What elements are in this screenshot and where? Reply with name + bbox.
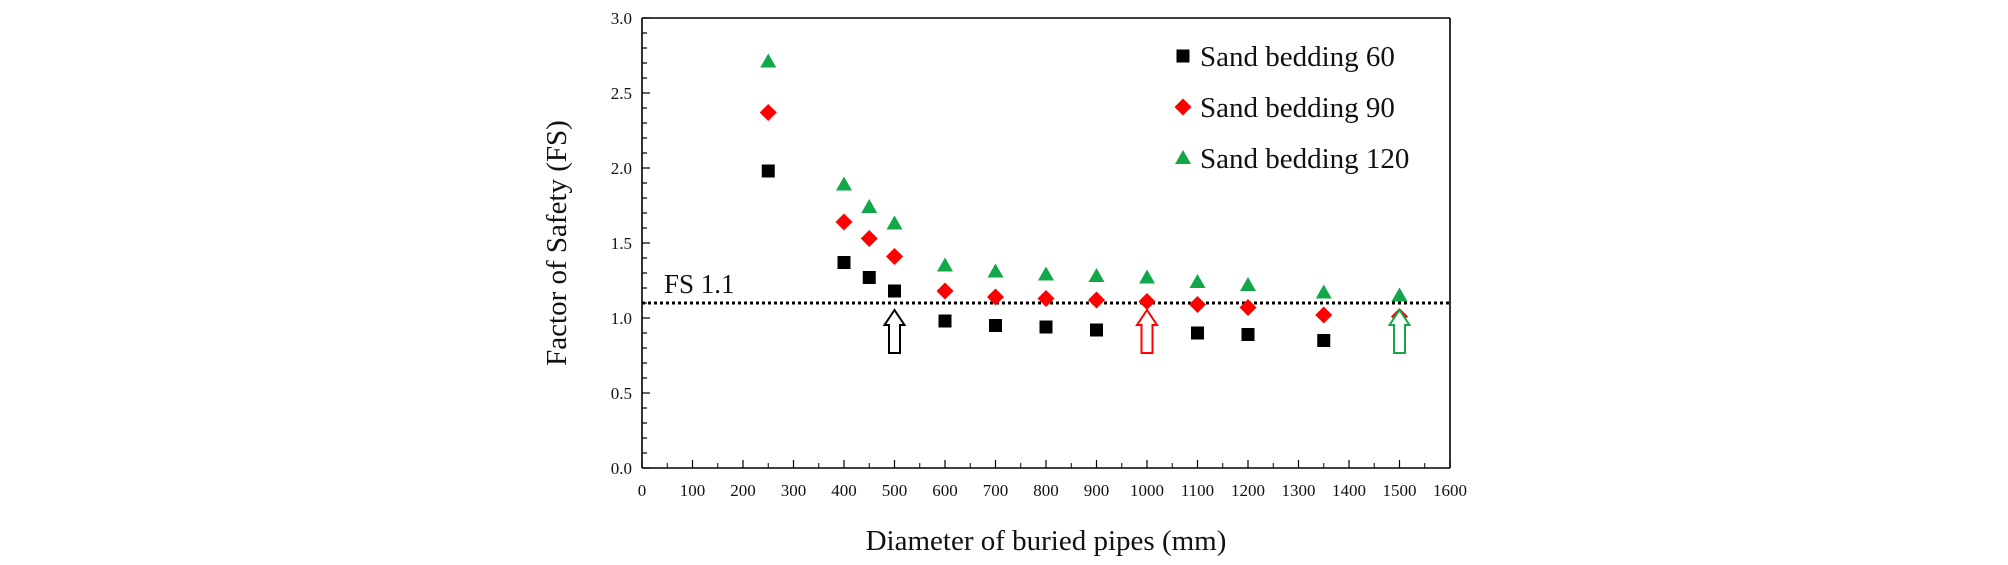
- point-sand-bedding-60-450: [862, 271, 876, 284]
- legend-marker: [1176, 49, 1190, 63]
- up-arrow-icon-1500: [1387, 308, 1412, 354]
- x-axis-ticks: 0 100 200 300 400 500 600 700 800 900 1000 1100 1200…: [638, 460, 1467, 500]
- x-tick-label: 1000: [1130, 481, 1164, 500]
- legend-label: Sand bedding 60: [1200, 41, 1395, 73]
- up-arrow-icon-1000: [1135, 308, 1159, 354]
- y-tick-label: 0.0: [611, 459, 632, 478]
- x-tick-label: 300: [781, 481, 807, 500]
- point-sand-bedding-90-1000: [1138, 293, 1156, 310]
- point-sand-bedding-60-600: [938, 314, 952, 328]
- point-sand-bedding-90-1350: [1315, 306, 1333, 324]
- x-tick-label: 1600: [1433, 481, 1467, 500]
- y-axis-ticks: 0.0 0.5 1.0 1.5 2.0 2.5 3.0: [611, 9, 650, 478]
- point-sand-bedding-90-1200: [1239, 299, 1257, 316]
- point-sand-bedding-120-900: [1088, 268, 1105, 282]
- x-tick-label: 1400: [1332, 481, 1366, 500]
- legend-marker: [1174, 98, 1192, 116]
- fs-threshold-label: FS 1.1: [664, 269, 735, 299]
- point-sand-bedding-120-1100: [1189, 274, 1206, 288]
- point-sand-bedding-60-1200: [1241, 328, 1255, 341]
- x-tick-label: 700: [983, 481, 1009, 500]
- x-tick-label: 600: [932, 481, 958, 500]
- point-sand-bedding-90-900: [1088, 291, 1105, 309]
- point-sand-bedding-90-800: [1037, 290, 1055, 307]
- point-sand-bedding-90-400: [835, 213, 853, 231]
- x-tick-label: 400: [831, 481, 857, 500]
- point-sand-bedding-120-400: [836, 176, 852, 191]
- y-tick-label: 1.5: [611, 234, 632, 253]
- point-sand-bedding-120-1500: [1391, 287, 1408, 302]
- point-sand-bedding-60-250: [761, 164, 775, 178]
- point-sand-bedding-120-1350: [1315, 284, 1332, 299]
- x-tick-label: 900: [1084, 481, 1110, 500]
- point-sand-bedding-90-250: [759, 104, 777, 121]
- legend-marker: [1175, 150, 1191, 164]
- point-sand-bedding-120-1200: [1240, 277, 1256, 291]
- point-sand-bedding-120-500: [886, 215, 903, 230]
- x-tick-label: 800: [1033, 481, 1059, 500]
- point-sand-bedding-60-700: [989, 319, 1002, 332]
- point-sand-bedding-90-700: [987, 288, 1004, 306]
- y-axis-title: Factor of Safety (FS): [541, 120, 573, 366]
- point-sand-bedding-60-900: [1090, 323, 1103, 337]
- point-sand-bedding-120-1000: [1139, 269, 1155, 284]
- point-sand-bedding-90-600: [936, 282, 954, 300]
- up-arrow-icon-500: [882, 308, 907, 354]
- point-sand-bedding-120-700: [987, 263, 1004, 278]
- point-sand-bedding-90-1100: [1189, 296, 1206, 313]
- x-tick-label: 1100: [1181, 481, 1214, 500]
- x-tick-label: 1200: [1231, 481, 1265, 500]
- point-sand-bedding-120-250: [760, 53, 777, 68]
- x-tick-label: 1500: [1383, 481, 1417, 500]
- legend: Sand bedding 60 Sand bedding 90 Sand beddi…: [1174, 41, 1409, 175]
- x-tick-label: 1300: [1282, 481, 1316, 500]
- legend-label: Sand bedding 90: [1200, 92, 1395, 124]
- x-tick-label: 100: [680, 481, 706, 500]
- point-sand-bedding-90-450: [860, 230, 878, 247]
- x-tick-label: 500: [882, 481, 908, 500]
- point-sand-bedding-60-500: [888, 284, 901, 298]
- x-axis-title: Diameter of buried pipes (mm): [866, 525, 1227, 557]
- y-tick-label: 3.0: [611, 9, 632, 28]
- point-sand-bedding-60-1100: [1191, 326, 1204, 340]
- legend-label: Sand bedding 120: [1200, 143, 1409, 175]
- point-sand-bedding-60-400: [837, 256, 851, 269]
- point-sand-bedding-120-450: [861, 199, 878, 213]
- annotation-arrows: [882, 308, 1412, 354]
- x-tick-label: 200: [730, 481, 756, 500]
- y-tick-label: 0.5: [611, 384, 632, 403]
- point-sand-bedding-60-800: [1039, 320, 1053, 334]
- point-sand-bedding-120-800: [1038, 266, 1054, 281]
- y-tick-label: 2.0: [611, 159, 632, 178]
- y-tick-label: 1.0: [611, 309, 632, 328]
- point-sand-bedding-60-1350: [1317, 334, 1331, 347]
- point-sand-bedding-120-600: [937, 257, 953, 272]
- x-tick-label: 0: [638, 481, 647, 500]
- y-tick-label: 2.5: [611, 84, 632, 103]
- point-sand-bedding-90-500: [886, 248, 903, 265]
